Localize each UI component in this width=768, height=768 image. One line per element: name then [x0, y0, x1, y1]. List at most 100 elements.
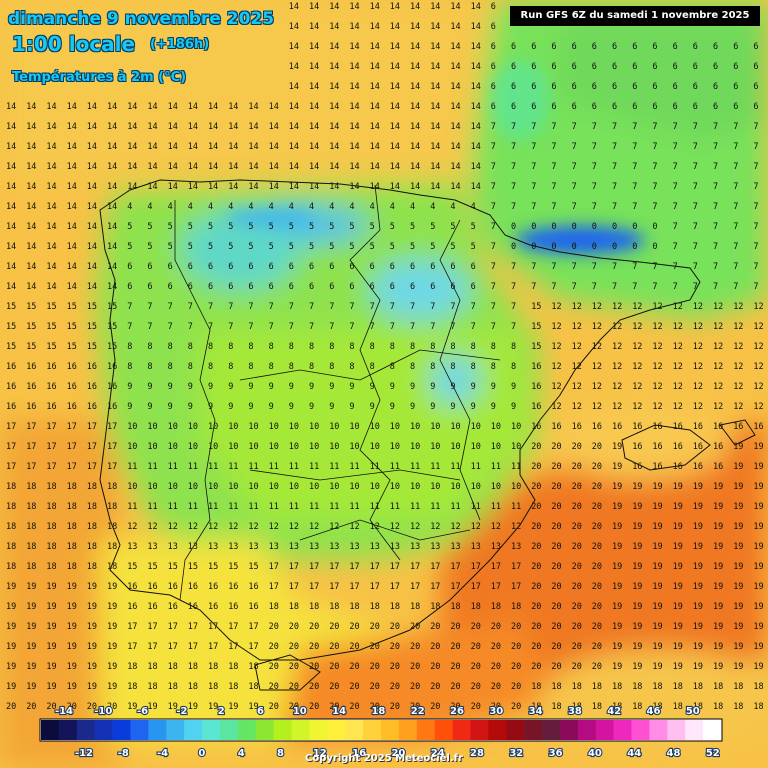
grid-value: 10	[410, 482, 420, 492]
grid-value: 6	[491, 22, 496, 32]
grid-value: 12	[733, 302, 743, 312]
grid-value: 6	[168, 262, 173, 272]
grid-value: 17	[87, 442, 97, 452]
grid-value: 20	[450, 662, 460, 672]
grid-value: 18	[572, 702, 582, 712]
grid-value: 19	[652, 522, 662, 532]
grid-value: 11	[228, 502, 238, 512]
grid-value: 18	[107, 562, 117, 572]
grid-value: 20	[450, 702, 460, 712]
grid-value: 14	[471, 102, 481, 112]
grid-value: 20	[572, 622, 582, 632]
grid-value: 10	[370, 482, 380, 492]
grid-value: 8	[471, 342, 476, 352]
grid-value: 7	[693, 262, 698, 272]
legend-swatch	[202, 720, 221, 740]
grid-value: 9	[127, 382, 132, 392]
grid-value: 18	[46, 562, 56, 572]
grid-value: 7	[572, 142, 577, 152]
grid-value: 6	[713, 62, 718, 72]
grid-value: 10	[511, 482, 521, 492]
grid-value: 6	[632, 42, 637, 52]
grid-value: 6	[753, 102, 758, 112]
grid-value: 19	[733, 522, 743, 532]
grid-value: 6	[592, 42, 597, 52]
grid-value: 7	[491, 142, 496, 152]
grid-value: 10	[390, 442, 400, 452]
grid-value: 14	[370, 62, 380, 72]
grid-value: 19	[753, 602, 763, 612]
grid-value: 13	[147, 542, 157, 552]
grid-value: 5	[349, 222, 354, 232]
grid-value: 7	[713, 202, 718, 212]
grid-value: 20	[551, 662, 561, 672]
grid-value: 19	[673, 542, 683, 552]
grid-value: 9	[168, 382, 173, 392]
grid-value: 19	[652, 662, 662, 672]
grid-value: 18	[551, 682, 561, 692]
grid-value: 18	[693, 702, 703, 712]
grid-value: 20	[531, 442, 541, 452]
grid-value: 14	[87, 102, 97, 112]
grid-value: 18	[511, 602, 521, 612]
grid-value: 18	[67, 522, 77, 532]
grid-value: 7	[713, 142, 718, 152]
legend-scale	[41, 720, 722, 740]
grid-value: 5	[188, 242, 193, 252]
grid-value: 18	[673, 702, 683, 712]
grid-value: 13	[248, 542, 258, 552]
grid-value: 19	[612, 622, 622, 632]
grid-value: 5	[309, 222, 314, 232]
grid-value: 12	[652, 402, 662, 412]
grid-value: 7	[147, 302, 152, 312]
legend-top-label: 10	[293, 706, 307, 717]
grid-value: 7	[491, 322, 496, 332]
grid-value: 7	[450, 302, 455, 312]
grid-value: 10	[491, 442, 501, 452]
grid-value: 18	[6, 522, 16, 532]
grid-value: 20	[370, 702, 380, 712]
grid-value: 6	[733, 42, 738, 52]
grid-value: 6	[208, 282, 213, 292]
grid-value: 8	[127, 362, 132, 372]
grid-value: 7	[673, 122, 678, 132]
grid-value: 14	[471, 42, 481, 52]
grid-value: 19	[733, 582, 743, 592]
grid-value: 10	[228, 422, 238, 432]
grid-value: 9	[248, 382, 253, 392]
grid-value: 12	[713, 302, 723, 312]
grid-value: 20	[551, 642, 561, 652]
grid-value: 17	[390, 582, 400, 592]
grid-value: 6	[753, 42, 758, 52]
grid-value: 20	[551, 542, 561, 552]
grid-value: 12	[652, 342, 662, 352]
grid-value: 18	[127, 662, 137, 672]
grid-value: 7	[652, 202, 657, 212]
grid-value: 7	[693, 162, 698, 172]
grid-value: 14	[168, 122, 178, 132]
grid-value: 10	[370, 422, 380, 432]
grid-value: 20	[289, 702, 299, 712]
grid-value: 6	[733, 62, 738, 72]
grid-value: 14	[107, 182, 117, 192]
grid-value: 11	[208, 502, 218, 512]
legend-swatch	[631, 720, 650, 740]
grid-value: 8	[248, 362, 253, 372]
grid-value: 14	[228, 142, 238, 152]
grid-value: 11	[471, 502, 481, 512]
grid-value: 10	[410, 422, 420, 432]
grid-value: 16	[531, 382, 541, 392]
grid-value: 20	[289, 682, 299, 692]
grid-value: 17	[329, 582, 339, 592]
legend-swatch	[130, 720, 149, 740]
grid-value: 19	[67, 642, 77, 652]
legend-swatch	[273, 720, 292, 740]
grid-value: 20	[349, 682, 359, 692]
grid-value: 7	[228, 302, 233, 312]
grid-value: 20	[26, 702, 36, 712]
grid-value: 17	[188, 622, 198, 632]
grid-value: 14	[450, 62, 460, 72]
grid-value: 11	[390, 502, 400, 512]
grid-value: 12	[713, 342, 723, 352]
grid-value: 14	[450, 42, 460, 52]
